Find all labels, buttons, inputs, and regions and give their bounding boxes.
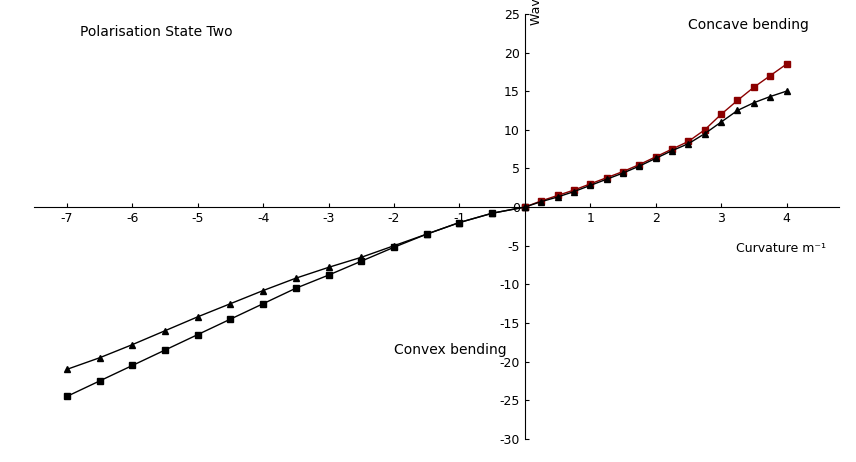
Text: Concave bending: Concave bending	[688, 18, 809, 32]
Text: Polarisation State Two: Polarisation State Two	[80, 25, 233, 39]
Text: Convex bending: Convex bending	[394, 343, 507, 357]
Text: Curvature m⁻¹: Curvature m⁻¹	[736, 242, 826, 255]
Text: Wavelength shift nm: Wavelength shift nm	[530, 0, 544, 25]
